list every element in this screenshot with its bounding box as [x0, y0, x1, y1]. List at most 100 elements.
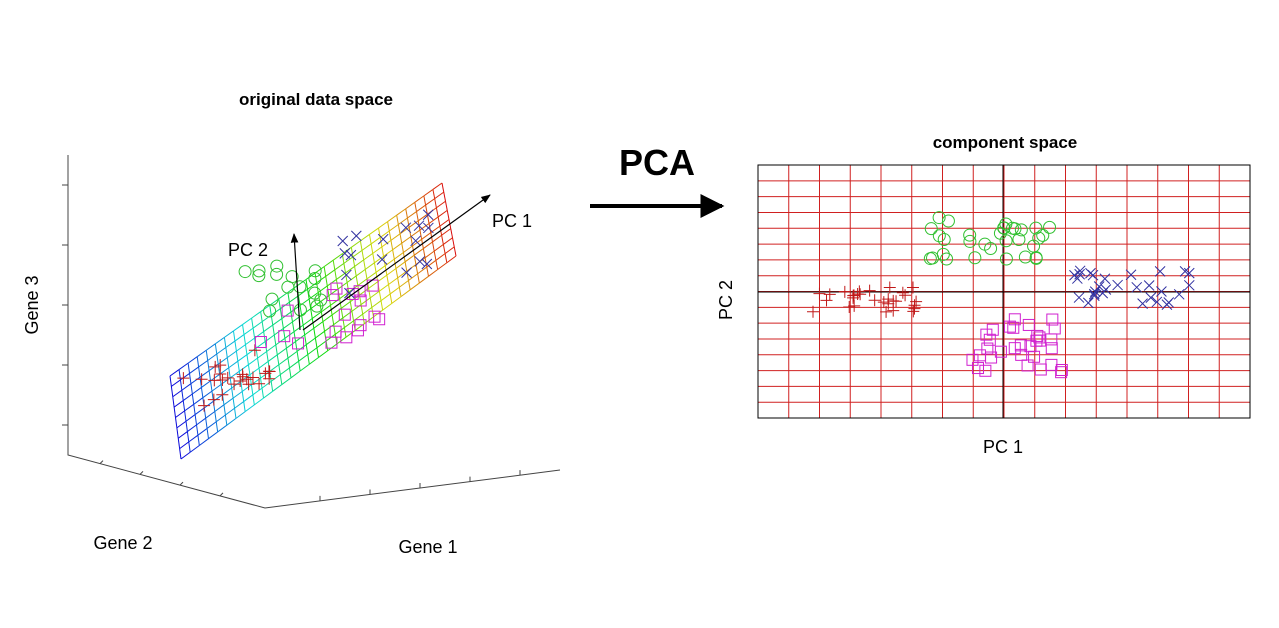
- plane-line: [185, 414, 196, 422]
- plane-line: [424, 250, 435, 259]
- circle-marker: [1018, 250, 1032, 264]
- plane-line: [316, 340, 327, 349]
- circle-marker: [1014, 223, 1028, 237]
- square-marker: [994, 345, 1007, 358]
- x-marker: [1093, 281, 1105, 292]
- pca-label: PCA: [619, 142, 695, 183]
- plane-line: [173, 400, 184, 408]
- square-marker: [338, 308, 351, 321]
- square-marker: [1033, 331, 1046, 344]
- plus-marker: [896, 286, 909, 299]
- plane-line: [207, 353, 218, 361]
- plane-line: [217, 424, 228, 433]
- circle-marker: [932, 229, 946, 243]
- square-marker: [1008, 313, 1021, 326]
- plus-marker: [216, 373, 229, 386]
- x-marker: [400, 222, 412, 234]
- x-marker: [1125, 269, 1137, 281]
- plus-marker: [259, 367, 272, 380]
- plane-line: [328, 288, 339, 297]
- plane-line: [404, 254, 415, 263]
- plane-line: [269, 364, 280, 372]
- plane-line: [272, 384, 283, 392]
- plus-marker: [887, 304, 900, 317]
- circle-marker: [270, 259, 284, 273]
- x-marker: [1088, 288, 1100, 300]
- plane-line: [336, 272, 346, 280]
- circle-marker: [308, 264, 322, 278]
- plane-line: [280, 367, 290, 376]
- plane-line: [313, 321, 324, 329]
- plane-line: [187, 424, 197, 432]
- tick: [219, 492, 224, 497]
- plane-line: [334, 262, 345, 271]
- square-marker: [368, 310, 381, 323]
- square-marker: [254, 336, 267, 349]
- plane-line: [352, 249, 363, 258]
- plane-line: [375, 265, 386, 273]
- plane-line: [261, 380, 272, 389]
- plane-line: [206, 421, 217, 429]
- gene1-label: Gene 1: [398, 537, 457, 557]
- plane-line: [232, 391, 243, 399]
- plane-line: [189, 366, 199, 374]
- square-marker: [373, 313, 386, 326]
- plane-line: [196, 417, 206, 426]
- plane-line: [336, 336, 347, 345]
- plane-line: [226, 417, 237, 426]
- x-marker: [1183, 279, 1195, 291]
- circle-marker: [285, 270, 299, 284]
- plane-line: [409, 282, 420, 291]
- plane-line: [434, 191, 445, 200]
- plane-line: [270, 374, 281, 382]
- plane-line: [380, 293, 391, 302]
- plus-marker: [248, 344, 261, 357]
- plane-line: [419, 223, 430, 231]
- plane-line: [408, 273, 418, 281]
- plane-line: [377, 274, 388, 283]
- plane-line: [179, 441, 190, 450]
- plane-line: [298, 288, 308, 297]
- plane-line: [208, 431, 218, 440]
- plus-marker: [820, 294, 833, 307]
- plane-line: [176, 420, 187, 429]
- pca-plane: [169, 182, 457, 460]
- plane-line: [228, 360, 239, 369]
- plane-line: [363, 252, 374, 261]
- plane-line: [213, 394, 223, 402]
- plane-line: [287, 285, 298, 293]
- plane-line: [243, 327, 254, 335]
- x-marker: [410, 235, 422, 247]
- x-marker: [1073, 292, 1085, 303]
- plane-line: [289, 360, 299, 369]
- component-space-panel: component space PC 1 PC 2: [716, 133, 1251, 457]
- plane-line: [227, 350, 237, 359]
- plus-marker: [853, 285, 866, 298]
- square-marker: [1055, 363, 1068, 376]
- plane-line: [214, 404, 225, 412]
- plane-line: [432, 234, 442, 243]
- plane-line: [392, 242, 403, 251]
- plane-line: [175, 410, 185, 418]
- plane-line: [444, 246, 455, 255]
- square-marker: [1022, 318, 1035, 331]
- plane-line: [410, 229, 421, 238]
- plane-line: [305, 337, 316, 346]
- plus-marker: [890, 295, 903, 308]
- square-marker: [979, 364, 992, 377]
- plane-line: [263, 390, 273, 399]
- axis-ticks: [62, 184, 521, 501]
- plane-line: [244, 404, 255, 413]
- square-marker: [1014, 339, 1027, 352]
- plane-line: [198, 360, 208, 368]
- x-marker: [1097, 287, 1109, 299]
- x-marker: [344, 287, 355, 299]
- plane-line: [194, 407, 205, 415]
- square-marker: [278, 330, 291, 343]
- square-marker: [1031, 329, 1044, 342]
- plane-line: [423, 241, 433, 249]
- plus-marker: [877, 296, 890, 309]
- plane-line: [333, 317, 344, 326]
- plus-marker: [209, 360, 222, 373]
- plus-marker: [868, 294, 881, 307]
